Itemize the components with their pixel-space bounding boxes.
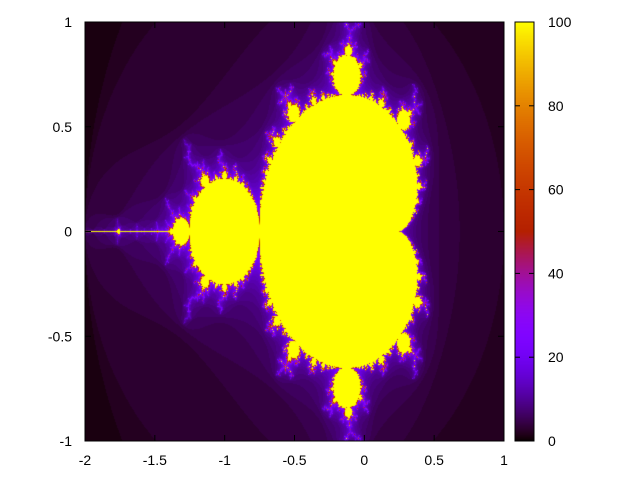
y-tick-label: -0.5	[48, 328, 72, 344]
colorbar-area	[515, 22, 534, 441]
colorbar-tick-label: 20	[548, 349, 564, 365]
x-tick-label: 0	[360, 452, 368, 468]
y-tick-label: -1	[60, 433, 73, 449]
colorbar-tick-label: 100	[548, 14, 572, 30]
colorbar-axis: 0 20 40 60 80 100	[515, 14, 572, 449]
y-tick-label: 0.5	[53, 119, 73, 135]
x-tick-label: 0.5	[424, 452, 444, 468]
colorbar-frame	[514, 21, 535, 442]
x-tick-label: -2	[79, 452, 92, 468]
x-axis: -2 -1.5 -1 -0.5 0 0.5 1	[79, 22, 508, 468]
colorbar-tick-label: 80	[548, 98, 564, 114]
colorbar-tick-label: 40	[548, 265, 564, 281]
heatmap-plot-area	[85, 22, 504, 441]
colorbar-tick-label: 0	[548, 433, 556, 449]
heatmap-canvas	[85, 22, 504, 441]
x-tick-label: -0.5	[282, 452, 306, 468]
y-tick-label: 1	[64, 14, 72, 30]
colorbar-canvas	[515, 22, 534, 441]
x-tick-label: 1	[500, 452, 508, 468]
x-tick-label: -1	[218, 452, 231, 468]
colorbar-tick-label: 60	[548, 182, 564, 198]
x-tick-label: -1.5	[143, 452, 167, 468]
y-tick-label: 0	[64, 224, 72, 240]
y-axis: -1 -0.5 0 0.5 1	[48, 14, 504, 449]
